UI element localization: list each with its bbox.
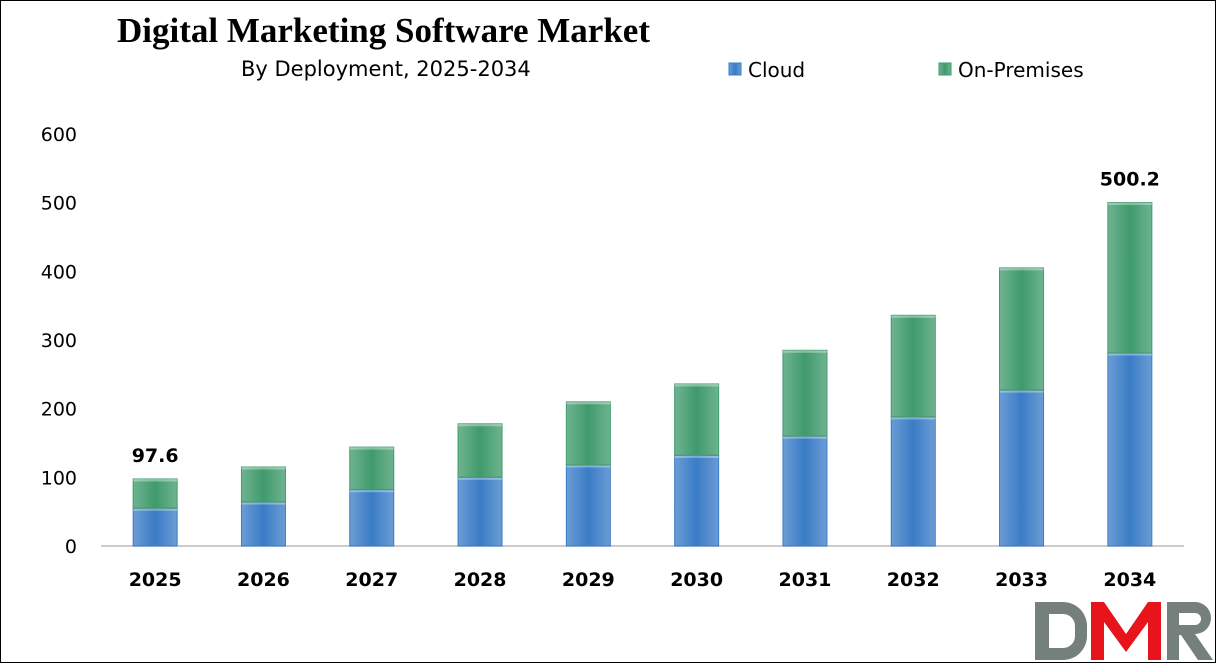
logo-letter	[1167, 602, 1213, 660]
bar-highlight	[241, 467, 286, 470]
bar-cloud-2029	[565, 464, 611, 547]
bar-highlight	[782, 436, 827, 439]
bar-on-premises-2029	[565, 401, 611, 466]
bar-highlight	[674, 383, 719, 387]
bar-highlight	[999, 267, 1044, 271]
bar-cloud-2030	[674, 454, 720, 547]
bar-on-premises-2033	[999, 267, 1045, 391]
bar-cloud-2033	[999, 389, 1045, 547]
x-tick-label: 2029	[562, 569, 615, 591]
bar-on-premises-2034	[1107, 202, 1153, 354]
bar-highlight	[133, 508, 178, 511]
data-label: 500.2	[1100, 169, 1160, 191]
bar-highlight	[674, 455, 719, 458]
chart-subtitle: By Deployment, 2025-2034	[241, 57, 531, 81]
bar-on-premises-2030	[674, 383, 720, 456]
bar-cloud-2034	[1107, 352, 1153, 547]
bar-cloud-2025	[132, 507, 178, 547]
bar-highlight	[133, 478, 178, 482]
x-tick-label: 2031	[779, 569, 832, 591]
bar-cloud-2027	[349, 489, 395, 547]
legend-swatch-on-premises	[938, 62, 952, 76]
bar-highlight	[566, 401, 611, 405]
bar-on-premises-2031	[782, 349, 828, 437]
bar-highlight	[566, 464, 611, 468]
bar-highlight	[241, 502, 286, 505]
dmr-logo	[1035, 602, 1213, 660]
x-tick-label: 2033	[995, 569, 1048, 591]
bar-on-premises-2026	[240, 466, 286, 503]
bar-cloud-2031	[782, 435, 828, 547]
x-tick-label: 2025	[129, 569, 182, 591]
bar-highlight	[349, 447, 394, 450]
legend-label: Cloud	[748, 58, 805, 82]
bar-cloud-2028	[457, 476, 503, 547]
bar-highlight	[458, 423, 503, 427]
bar-highlight	[1107, 353, 1152, 356]
x-tick-label: 2030	[670, 569, 723, 591]
y-tick-label: 500	[41, 193, 77, 215]
bar-highlight	[458, 477, 503, 480]
x-tick-label: 2034	[1103, 569, 1156, 591]
bar-cloud-2026	[240, 501, 286, 547]
y-tick-label: 300	[41, 330, 77, 352]
y-tick-label: 200	[41, 399, 77, 421]
bar-cloud-2032	[890, 416, 936, 547]
x-tick-label: 2027	[345, 569, 398, 591]
y-tick-label: 400	[41, 261, 77, 283]
bar-on-premises-2027	[349, 446, 395, 491]
x-tick-label: 2032	[887, 569, 940, 591]
logo-letter	[1091, 602, 1161, 660]
y-tick-label: 600	[41, 124, 77, 146]
bar-highlight	[891, 315, 936, 318]
x-tick-label: 2028	[454, 569, 507, 591]
logo-letter	[1035, 602, 1087, 660]
data-label: 97.6	[132, 445, 179, 467]
bar-highlight	[349, 489, 394, 493]
y-tick-label: 100	[41, 467, 77, 489]
legend-label: On-Premises	[958, 58, 1084, 82]
bar-highlight	[782, 350, 827, 353]
bar-on-premises-2028	[457, 423, 503, 478]
bar-on-premises-2032	[890, 314, 936, 418]
bar-on-premises-2025	[132, 478, 178, 509]
x-tick-label: 2026	[237, 569, 290, 591]
chart-title: Digital Marketing Software Market	[117, 11, 650, 50]
legend-swatch-cloud	[728, 62, 742, 76]
y-tick-label: 0	[65, 536, 77, 558]
bar-highlight	[1107, 202, 1152, 206]
bar-highlight	[891, 416, 936, 420]
bar-highlight	[999, 390, 1044, 393]
